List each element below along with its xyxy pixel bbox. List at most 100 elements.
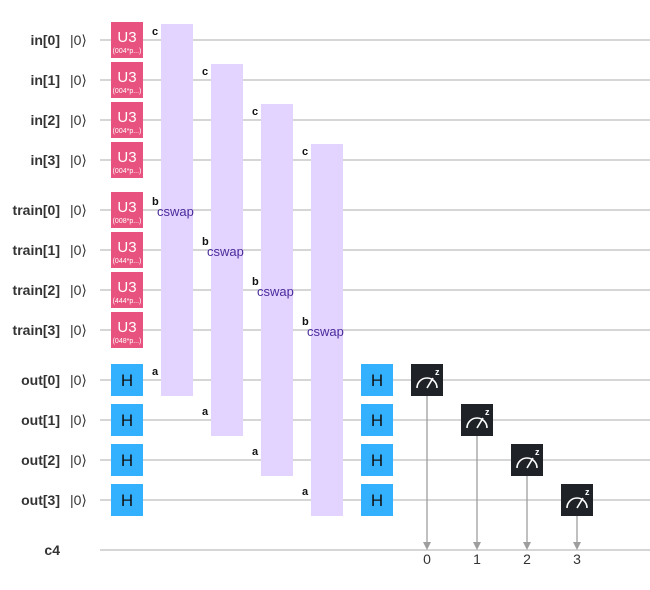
gates-layer: U3 (004*p...) U3 (004*p...) U3 (004*p...) U3 (0… <box>111 22 593 516</box>
u3-gate[interactable]: U3 (008*p...) <box>111 192 143 228</box>
qubit-ket: |0⟩ <box>70 202 87 218</box>
u3-gate[interactable]: U3 (004*p...) <box>111 22 143 58</box>
h-gate-label: H <box>371 451 383 470</box>
meter-arc-icon <box>466 417 488 429</box>
cswap-label: cswap <box>257 284 294 299</box>
cswap-port-c: c <box>302 146 308 158</box>
measure-gate-box <box>511 444 543 476</box>
classical-bit-label: 0 <box>423 551 431 567</box>
h-gate[interactable]: H <box>111 444 143 476</box>
measure-gate[interactable]: z <box>461 404 493 436</box>
classical-label: c4 <box>44 542 60 558</box>
cswap-gate[interactable]: c b a cswap <box>302 144 344 516</box>
h-gate-box <box>111 364 143 396</box>
measure-gate[interactable]: z <box>561 484 593 516</box>
h-gate[interactable]: H <box>361 444 393 476</box>
meter-needle-icon <box>426 377 434 389</box>
cswap-port-b: b <box>202 236 209 248</box>
u3-gate-label: U3 <box>117 29 136 46</box>
measure-arrow-icon <box>473 542 481 550</box>
measure-gate[interactable]: z <box>411 364 443 396</box>
h-gate-label: H <box>121 491 133 510</box>
meter-arc-icon <box>516 457 538 469</box>
u3-gate[interactable]: U3 (004*p...) <box>111 62 143 98</box>
h-gate-label: H <box>371 491 383 510</box>
qubit-label: train[2] <box>13 282 60 298</box>
measure-axis-label: z <box>535 447 540 457</box>
meter-arc-icon <box>566 497 588 509</box>
measure-gate-box <box>461 404 493 436</box>
qubit-ket: |0⟩ <box>70 72 87 88</box>
qubit-label: train[0] <box>13 202 60 218</box>
cswap-port-a: a <box>152 366 159 378</box>
qubit-label: in[0] <box>30 32 60 48</box>
qubit-label: out[3] <box>21 492 60 508</box>
u3-gate-label: U3 <box>117 279 136 296</box>
cswap-port-a: a <box>302 486 309 498</box>
cswap-port-c: c <box>152 26 158 38</box>
h-gate-box <box>361 444 393 476</box>
h-gate-box <box>361 364 393 396</box>
labels-layer: in[0] |0⟩ in[1] |0⟩ in[2] |0⟩ in[3] |0⟩ train[0]… <box>13 32 582 567</box>
u3-gate-box <box>111 142 143 178</box>
u3-gate-box <box>111 232 143 268</box>
meter-needle-icon <box>476 417 484 429</box>
u3-gate-label: U3 <box>117 319 136 336</box>
qubit-label: train[3] <box>13 322 60 338</box>
cswap-label: cswap <box>157 204 194 219</box>
h-gate-label: H <box>371 411 383 430</box>
u3-gate-params: (004*p...) <box>113 128 142 135</box>
qubit-label: out[0] <box>21 372 60 388</box>
u3-gate-params: (004*p...) <box>113 88 142 95</box>
u3-gate[interactable]: U3 (004*p...) <box>111 102 143 138</box>
measure-arrow-icon <box>523 542 531 550</box>
u3-gate[interactable]: U3 (048*p...) <box>111 312 143 348</box>
u3-gate-box <box>111 22 143 58</box>
u3-gate[interactable]: U3 (444*p...) <box>111 272 143 308</box>
cswap-gate[interactable]: c b a cswap <box>252 104 294 476</box>
classical-bit-label: 1 <box>473 551 481 567</box>
qubit-ket: |0⟩ <box>70 112 87 128</box>
classical-bit-label: 3 <box>573 551 581 567</box>
qubit-label: in[1] <box>30 72 60 88</box>
h-gate[interactable]: H <box>361 364 393 396</box>
measure-gate-box <box>561 484 593 516</box>
qubit-ket: |0⟩ <box>70 242 87 258</box>
h-gate[interactable]: H <box>111 364 143 396</box>
u3-gate-box <box>111 312 143 348</box>
u3-gate[interactable]: U3 (004*p...) <box>111 142 143 178</box>
u3-gate-box <box>111 192 143 228</box>
qubit-ket: |0⟩ <box>70 452 87 468</box>
cswap-port-c: c <box>202 66 208 78</box>
cswap-gate[interactable]: c b a cswap <box>202 64 244 436</box>
qubit-label: out[1] <box>21 412 60 428</box>
u3-gate[interactable]: U3 (044*p...) <box>111 232 143 268</box>
u3-gate-params: (004*p...) <box>113 168 142 175</box>
qubit-ket: |0⟩ <box>70 152 87 168</box>
u3-gate-box <box>111 272 143 308</box>
measure-axis-label: z <box>435 367 440 377</box>
measure-gate-box <box>411 364 443 396</box>
meter-needle-icon <box>526 457 534 469</box>
cswap-label: cswap <box>307 324 344 339</box>
cswap-port-c: c <box>252 106 258 118</box>
qubit-ket: |0⟩ <box>70 492 87 508</box>
u3-gate-label: U3 <box>117 69 136 86</box>
h-gate[interactable]: H <box>111 484 143 516</box>
h-gate-label: H <box>121 371 133 390</box>
measure-gate[interactable]: z <box>511 444 543 476</box>
qubit-ket: |0⟩ <box>70 32 87 48</box>
h-gate-box <box>111 484 143 516</box>
cswap-port-b: b <box>302 316 309 328</box>
measure-axis-label: z <box>485 407 490 417</box>
cswap-gate[interactable]: c b a cswap <box>152 24 194 396</box>
u3-gate-params: (008*p...) <box>113 218 142 225</box>
cswap-port-b: b <box>152 196 159 208</box>
h-gate[interactable]: H <box>361 404 393 436</box>
cswap-gate-box <box>211 64 243 436</box>
h-gate[interactable]: H <box>111 404 143 436</box>
h-gate-box <box>361 484 393 516</box>
meter-needle-icon <box>576 497 584 509</box>
h-gate[interactable]: H <box>361 484 393 516</box>
